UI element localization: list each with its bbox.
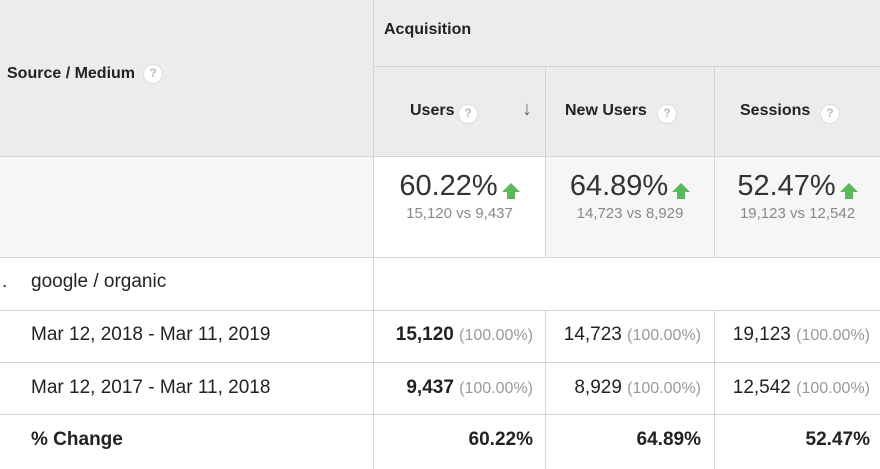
summary-newusers-cell (546, 157, 714, 257)
cell-pct: (100.00%) (459, 327, 533, 344)
help-icon[interactable]: ? (657, 104, 677, 124)
summary-sessions-cell (715, 157, 880, 257)
table-cell-sessions: 19,123 (100.00%) (715, 324, 870, 346)
cell-value: 12,542 (732, 377, 791, 398)
up-arrow-icon (672, 182, 691, 199)
sessions-vs: 19,123 vs 12,542 (739, 205, 856, 222)
group-label[interactable]: google / organic (31, 271, 167, 292)
summary-users: 60.22% 15,120 vs 9,437 (374, 170, 545, 222)
table-cell-users: 9,437 (100.00%) (374, 377, 533, 399)
up-arrow-icon (501, 182, 520, 199)
table-cell-sessions: 12,542 (100.00%) (715, 377, 870, 399)
change-users: 60.22% (468, 429, 533, 450)
summary-users-cell (374, 157, 545, 257)
cell-value: 8,929 (574, 377, 622, 398)
acquisition-header: Acquisition (384, 21, 472, 38)
users-change-pct: 60.22% (399, 170, 498, 202)
table-cell-newusers: 14,723 (100.00%) (546, 324, 701, 346)
cell-pct: (100.00%) (627, 327, 701, 344)
cell-value: 19,123 (732, 324, 791, 345)
summary-label-cell (0, 157, 373, 257)
cell-pct: (100.00%) (796, 327, 870, 344)
help-icon[interactable]: ? (820, 104, 840, 124)
cell-pct: (100.00%) (796, 380, 870, 397)
newusers-header-label: New Users (565, 102, 647, 119)
help-icon[interactable]: ? (458, 104, 478, 124)
change-newusers: 64.89% (636, 429, 701, 450)
cell-value: 15,120 (395, 324, 454, 345)
newusers-change-pct: 64.89% (569, 170, 669, 202)
source-medium-header[interactable]: Source / Medium? (7, 64, 164, 84)
source-medium-label: Source / Medium (7, 65, 136, 83)
table-cell-newusers: 8,929 (100.00%) (546, 377, 701, 399)
summary-newusers: 64.89% 14,723 vs 8,929 (546, 170, 714, 222)
up-arrow-icon (839, 182, 858, 199)
cell-value: 9,437 (406, 377, 454, 398)
summary-sessions: 52.47% 19,123 vs 12,542 (715, 170, 880, 222)
users-vs: 15,120 vs 9,437 (406, 205, 513, 222)
help-icon[interactable]: ? (143, 64, 164, 84)
change-sessions: 52.47% (805, 429, 870, 450)
cell-pct: (100.00%) (627, 380, 701, 397)
group-index: . (2, 271, 8, 292)
users-header-label: Users (410, 102, 455, 119)
cell-value: 14,723 (563, 324, 622, 345)
table-row-label: Mar 12, 2017 - Mar 11, 2018 (31, 377, 271, 398)
table-cell-users: 15,120 (100.00%) (374, 324, 533, 346)
sessions-change-pct: 52.47% (737, 170, 836, 202)
sort-descending-icon[interactable]: ↓ (522, 98, 532, 120)
newusers-vs: 14,723 vs 8,929 (576, 205, 684, 222)
table-row-label: Mar 12, 2018 - Mar 11, 2019 (31, 324, 271, 345)
cell-pct: (100.00%) (459, 380, 533, 397)
change-row-label: % Change (31, 429, 123, 450)
sessions-header-label: Sessions (740, 102, 811, 119)
